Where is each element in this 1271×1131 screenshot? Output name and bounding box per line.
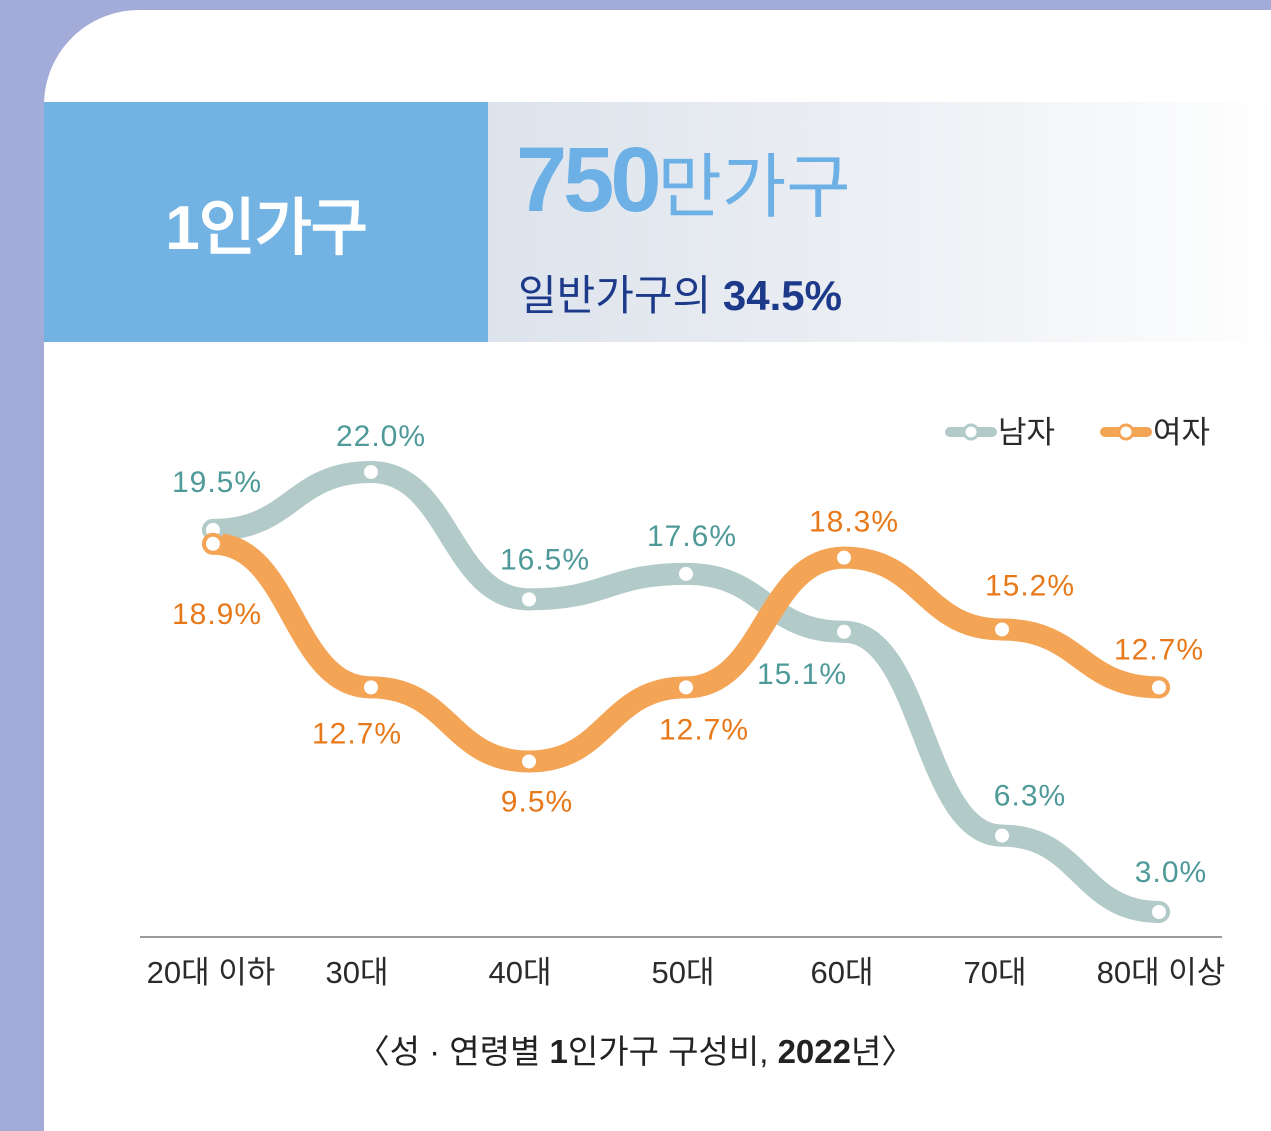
legend-swatch-marker-female	[1117, 423, 1135, 441]
household-count-unit: 만가구	[657, 148, 851, 226]
infographic-card: 1인가구 750만가구 일반가구의 34.5%	[44, 10, 1271, 1131]
data-label-female: 12.7%	[1114, 633, 1204, 666]
x-tick-label: 80대 이상	[1097, 955, 1226, 990]
caption-part-4: 2022	[777, 1033, 851, 1070]
data-point-male	[360, 461, 382, 483]
household-share: 일반가구의 34.5%	[518, 262, 842, 323]
data-label-male: 6.3%	[994, 780, 1066, 813]
data-label-male: 19.5%	[172, 466, 262, 499]
x-tick-label: 50대	[651, 955, 714, 990]
household-count: 750만가구	[516, 134, 851, 226]
banner-title-block: 1인가구	[44, 102, 488, 342]
data-point-female	[518, 750, 540, 773]
x-tick-label: 60대	[810, 955, 873, 990]
x-tick-label: 70대	[963, 955, 1026, 990]
caption-part-5: 년〉	[851, 1033, 915, 1070]
caption-part-2: 1	[549, 1033, 568, 1070]
x-tick-label: 20대 이하	[147, 955, 276, 990]
data-label-female: 12.7%	[659, 713, 749, 746]
data-label-male: 16.5%	[500, 543, 590, 576]
data-point-female	[360, 676, 382, 699]
data-point-male	[1148, 901, 1170, 923]
household-share-value: 34.5%	[722, 272, 842, 319]
data-point-female	[202, 532, 224, 555]
data-label-male: 22.0%	[336, 420, 426, 453]
data-point-female	[833, 546, 855, 569]
x-tick-label: 30대	[325, 955, 388, 990]
data-point-male	[833, 620, 855, 643]
legend-label-male: 남자	[998, 415, 1055, 450]
household-count-number: 750	[516, 129, 661, 231]
data-point-male	[675, 562, 697, 585]
data-point-female	[675, 676, 697, 699]
data-label-female: 15.2%	[985, 569, 1075, 602]
chart-caption: 〈성 · 연령별 1인가구 구성비, 2022년〉	[0, 1025, 1271, 1073]
legend-item-male: 남자	[945, 415, 1055, 450]
data-point-male	[991, 824, 1013, 847]
data-label-female: 12.7%	[312, 717, 402, 750]
data-point-male	[518, 588, 540, 611]
banner-stats-block: 750만가구 일반가구의 34.5%	[488, 102, 1271, 342]
data-label-female: 18.9%	[172, 598, 262, 631]
data-point-female	[991, 618, 1013, 641]
data-label-female: 9.5%	[501, 785, 573, 818]
data-label-male: 15.1%	[757, 658, 847, 691]
data-label-female: 18.3%	[809, 506, 899, 539]
caption-part-3: 인가구 구성비,	[567, 1033, 778, 1070]
data-label-male: 17.6%	[647, 520, 737, 553]
banner-title: 1인가구	[165, 194, 368, 263]
legend-swatch-marker-male	[962, 423, 980, 441]
legend-item-female: 여자	[1100, 415, 1210, 450]
x-tick-label: 40대	[488, 955, 551, 990]
legend-label-female: 여자	[1153, 415, 1210, 450]
household-share-prefix: 일반가구의	[518, 272, 723, 319]
caption-part-1: 〈성 · 연령별	[356, 1033, 550, 1070]
data-label-male: 3.0%	[1135, 856, 1207, 889]
data-point-female	[1148, 676, 1170, 699]
